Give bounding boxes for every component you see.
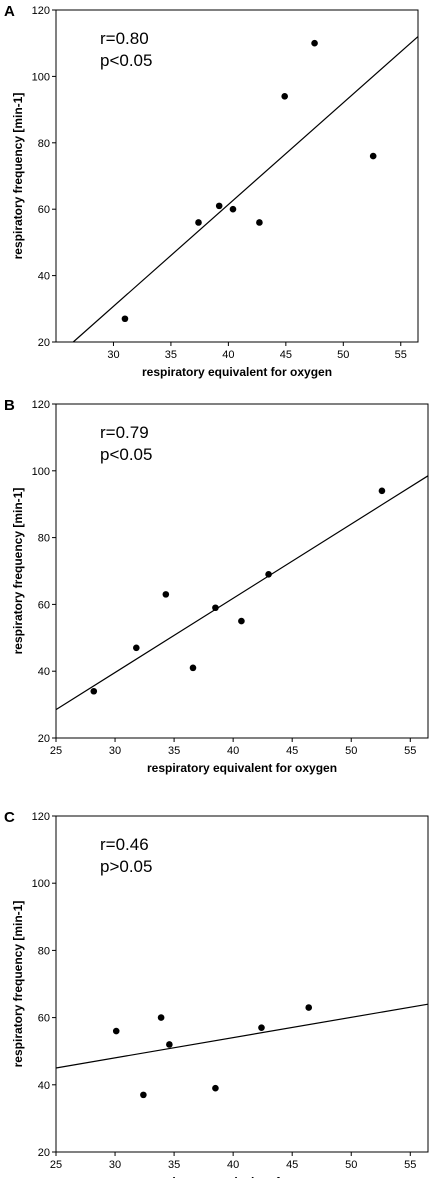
x-tick-label: 30: [109, 745, 121, 757]
regression-line: [72, 36, 419, 343]
scatter-plot-b: B 20 40 60 80 100 120 25 30 35 40 45 50 55 respiratory…: [4, 397, 429, 775]
p-value-annotation: p<0.05: [100, 445, 152, 464]
data-point: [281, 93, 288, 100]
data-point: [305, 1004, 313, 1011]
p-value-annotation: p>0.05: [100, 857, 152, 876]
data-point: [189, 664, 197, 672]
x-axis-label: respiratory equivalent for oxygen: [142, 365, 332, 379]
data-point: [212, 604, 219, 612]
x-tick-label: 35: [165, 349, 177, 361]
data-point: [157, 1014, 165, 1021]
y-tick-label: 60: [38, 1013, 50, 1025]
data-point: [238, 617, 245, 625]
data-point: [162, 591, 170, 598]
x-tick-label: 55: [404, 745, 416, 757]
data-point: [133, 644, 140, 652]
data-point: [90, 687, 98, 695]
x-tick-label: 25: [50, 745, 62, 757]
data-point: [121, 315, 129, 323]
x-tick-label: 30: [109, 1159, 121, 1171]
data-point: [369, 152, 377, 160]
y-tick-label: 80: [38, 945, 50, 957]
y-tick-label: 40: [38, 666, 50, 678]
r-value-annotation: r=0.79: [100, 423, 149, 442]
r-value-annotation: r=0.80: [100, 29, 149, 48]
y-tick-label: 120: [32, 811, 50, 823]
y-axis-label: respiratory frequency [min-1]: [11, 901, 25, 1068]
panel-label: B: [4, 397, 15, 414]
scatter-panel-a: A 20 40 60 80 100 120 30 35 40 45 50 55 respiratory e…: [0, 0, 434, 390]
plot-frame: [55, 815, 429, 1153]
data-point: [256, 219, 263, 226]
data-point: [258, 1024, 265, 1031]
y-tick-label: 20: [38, 733, 50, 745]
data-point: [215, 202, 223, 210]
x-tick-label: 45: [286, 1159, 298, 1171]
x-tick-label: 45: [280, 349, 292, 361]
y-tick-label: 120: [32, 399, 50, 411]
y-axis-label: respiratory frequency [min-1]: [11, 93, 25, 260]
scatter-panel-b: B 20 40 60 80 100 120 25 30 35 40 45 50 55 respiratory…: [0, 394, 434, 784]
data-point: [265, 571, 272, 578]
x-tick-label: 50: [345, 745, 357, 757]
panel-label: C: [4, 809, 15, 826]
regression-line: [55, 475, 429, 711]
x-axis-label: respiratory equivalent for oxygen: [147, 1175, 337, 1178]
r-value-annotation: r=0.46: [100, 835, 149, 854]
y-tick-label: 40: [38, 271, 50, 283]
x-tick-label: 55: [404, 1159, 416, 1171]
data-point: [229, 205, 237, 213]
x-tick-label: 35: [168, 1159, 180, 1171]
data-point: [378, 487, 386, 495]
scatter-plot-c: C 20 40 60 80 100 120 25 30 35 40 45 50 55 respiratory…: [4, 809, 429, 1178]
y-tick-label: 100: [32, 71, 50, 83]
x-axis-label: respiratory equivalent for oxygen: [147, 761, 337, 775]
plot-frame: [55, 9, 419, 343]
x-tick-label: 40: [227, 1159, 239, 1171]
data-point: [311, 39, 318, 47]
y-axis-label: respiratory frequency [min-1]: [11, 488, 25, 655]
y-tick-label: 20: [38, 1147, 50, 1159]
x-tick-label: 55: [395, 349, 407, 361]
x-tick-label: 40: [222, 349, 234, 361]
data-point: [140, 1091, 147, 1099]
x-tick-label: 40: [227, 745, 239, 757]
x-tick-label: 45: [286, 745, 298, 757]
data-point: [166, 1041, 173, 1048]
p-value-annotation: p<0.05: [100, 51, 152, 70]
plot-frame: [55, 403, 429, 739]
y-tick-label: 60: [38, 204, 50, 216]
x-tick-label: 25: [50, 1159, 62, 1171]
y-tick-label: 60: [38, 599, 50, 611]
x-tick-label: 50: [337, 349, 349, 361]
regression-line: [55, 1003, 429, 1069]
y-tick-label: 100: [32, 466, 50, 478]
data-point: [212, 1084, 219, 1092]
y-tick-label: 120: [32, 5, 50, 17]
x-tick-label: 30: [107, 349, 119, 361]
scatter-panel-c: C 20 40 60 80 100 120 25 30 35 40 45 50 55 respiratory…: [0, 788, 434, 1178]
y-tick-label: 80: [38, 138, 50, 150]
y-tick-label: 80: [38, 533, 50, 545]
data-point: [112, 1027, 120, 1035]
panel-label: A: [4, 3, 15, 20]
x-tick-label: 35: [168, 745, 180, 757]
y-tick-label: 20: [38, 337, 50, 349]
y-tick-label: 100: [32, 878, 50, 890]
scatter-plot-a: A 20 40 60 80 100 120 30 35 40 45 50 55 respiratory e…: [4, 3, 419, 379]
y-tick-label: 40: [38, 1080, 50, 1092]
data-point: [195, 219, 202, 226]
x-tick-label: 50: [345, 1159, 357, 1171]
